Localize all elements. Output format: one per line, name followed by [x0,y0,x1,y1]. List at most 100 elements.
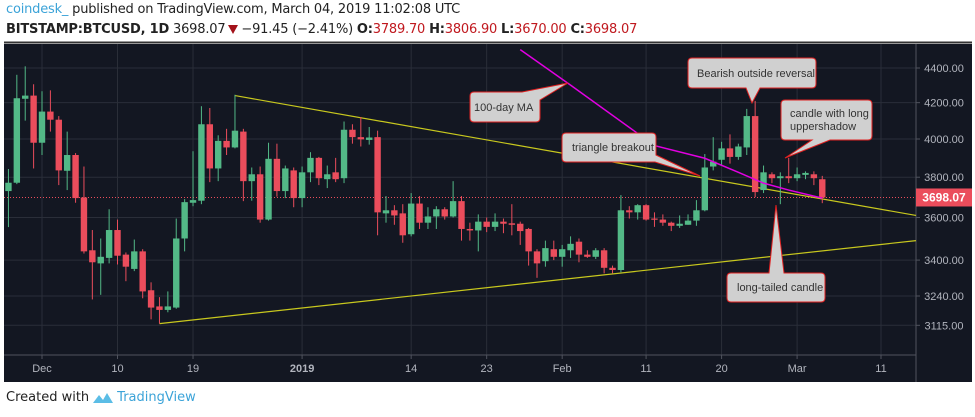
candle-body [617,210,625,271]
candle [63,131,71,191]
candle-body [315,157,323,179]
callout-text: candle with long [790,108,869,120]
candles [5,66,826,324]
candle [701,154,709,212]
current-price-label: 3698.07 [916,188,972,207]
candle [5,169,12,228]
candle [13,74,21,185]
time-tick-label: 20 [715,363,727,375]
candle-body [819,179,826,198]
high-value: 3806.90 [444,22,498,37]
candle [726,134,734,164]
candle-body [735,146,742,157]
callout-text: 100-day MA [474,102,534,114]
candle-body [114,230,121,256]
time-axis[interactable]: Dec 10 19 2019 14 23 Feb 11 20 Mar 11 [32,355,887,375]
candle [214,135,222,182]
candle [668,221,675,232]
candle [114,219,121,265]
candle-body [710,161,717,167]
tradingview-logo-icon [93,392,114,403]
candle [248,167,255,201]
candle-body [592,250,599,257]
candle-body [517,223,524,232]
candle [642,204,650,221]
candle-body [38,111,46,143]
callout-text: long-tailed candle [737,282,823,294]
candle [785,157,792,184]
candle-body [22,95,29,99]
candle [139,249,146,299]
candle-body [248,174,255,182]
candle-body [500,221,507,224]
close-value: 3698.07 [584,22,638,37]
candle [743,108,750,156]
candle-body [265,158,272,220]
candle [575,238,583,263]
candle-body [181,202,188,239]
candle [315,156,323,186]
time-tick-label: Feb [553,363,572,375]
moving-average-line [519,48,823,199]
candle [500,218,507,234]
candle [634,204,641,220]
low-value: 3670.00 [514,22,567,37]
candle-body [651,218,658,220]
candle [273,143,281,197]
candle [307,152,314,183]
candle-body [718,148,725,160]
candle [550,240,557,261]
candle [80,166,88,254]
time-tick-label: Dec [32,363,52,375]
candle [223,128,230,156]
author-link[interactable]: coindesk_ [6,2,69,17]
candle [609,265,616,274]
candle [55,116,62,186]
candle-body [214,140,222,169]
candle [810,171,818,186]
candle-body [558,249,566,257]
low-label: L: [501,22,515,37]
callout-text: uppershadow [790,121,856,133]
candle-body [89,250,96,263]
candle [533,249,541,278]
candle [416,196,423,229]
candle [324,165,331,189]
candle-body [542,248,549,262]
candle-body [407,203,415,235]
candle-body [105,230,113,258]
candle-body [684,220,692,225]
candle-body [793,174,801,179]
candle-body [374,137,381,213]
price-change: −91.45 (−2.41%) [241,22,353,37]
candle [357,116,365,147]
time-tick-label: 11 [875,363,886,375]
callout-bearish-reversal: Bearish outside reversal [687,57,817,105]
candle-body [483,221,490,227]
candle [760,165,767,194]
candle [147,282,155,320]
candle-body [47,111,54,120]
candle [256,166,264,223]
candle [600,248,608,274]
tradingview-link[interactable]: TradingView [117,390,196,405]
candle-body [466,228,474,231]
candle [38,91,46,156]
price-axis[interactable]: 4400.00 4200.00 4000.00 3800.00 3600.00 3400.… [916,63,964,332]
lower-trendline [159,240,917,325]
price-tick-label: 3600.00 [924,212,964,224]
candle-body [701,167,709,211]
last-price: 3698.07 [173,22,226,37]
candle [198,106,205,205]
candle [131,239,138,272]
price-tick-label: 4400.00 [924,63,964,75]
candle-body [189,200,197,203]
candle [374,130,381,236]
candle [290,167,297,208]
candle [72,153,79,203]
candle-body [642,205,650,220]
candle [47,90,54,132]
candle-body [282,168,289,192]
callout-100-day-ma: 100-day MA [469,82,569,123]
